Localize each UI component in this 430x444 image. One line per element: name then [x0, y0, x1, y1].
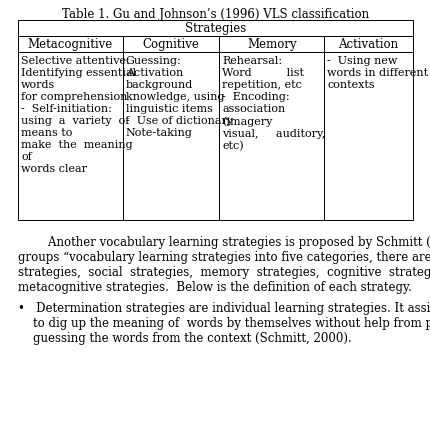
Text: Cognitive: Cognitive — [142, 37, 199, 51]
Text: Another vocabulary learning strategies is proposed by Schmitt (2000). He: Another vocabulary learning strategies i… — [18, 236, 430, 249]
Text: Metacognitive: Metacognitive — [28, 37, 113, 51]
Text: strategies,  social  strategies,  memory  strategies,  cognitive  strategies,  a: strategies, social strategies, memory st… — [18, 266, 430, 279]
Text: •   Determination strategies are individual learning strategies. It assists lear: • Determination strategies are individua… — [18, 302, 430, 315]
Text: Activation: Activation — [338, 37, 398, 51]
Bar — [18, 20, 412, 36]
Bar — [123, 36, 219, 52]
Bar — [18, 36, 123, 52]
Bar — [323, 52, 412, 220]
Text: Strategies: Strategies — [184, 21, 246, 35]
Text: -  Using new
words in different
contexts: - Using new words in different contexts — [326, 56, 427, 90]
Text: to dig up the meaning of  words by themselves without help from peers, like: to dig up the meaning of words by themse… — [18, 317, 430, 330]
Text: Guessing:
Activation
background
knowledge, using
linguistic items
-  Use of dict: Guessing: Activation background knowledg… — [126, 56, 232, 138]
Text: Table 1. Gu and Johnson’s (1996) VLS classification: Table 1. Gu and Johnson’s (1996) VLS cla… — [62, 8, 368, 21]
Bar — [323, 36, 412, 52]
Bar — [219, 36, 323, 52]
Text: Memory: Memory — [246, 37, 296, 51]
Bar — [18, 52, 123, 220]
Text: groups “vocabulary learning strategies into five categories, there are determine: groups “vocabulary learning strategies i… — [18, 251, 430, 264]
Text: Rehearsal:
Word          list
repetition, etc
-  Encoding:
association
(imagery
: Rehearsal: Word list repetition, etc - E… — [222, 56, 325, 151]
Text: metacognitive strategies.  Below is the definition of each strategy.: metacognitive strategies. Below is the d… — [18, 281, 411, 294]
Bar — [219, 52, 323, 220]
Text: Selective attentive:
Identifying essential
words
for comprehension
-  Self-initi: Selective attentive: Identifying essenti… — [21, 56, 136, 174]
Bar — [123, 52, 219, 220]
Text: guessing the words from the context (Schmitt, 2000).: guessing the words from the context (Sch… — [18, 332, 351, 345]
